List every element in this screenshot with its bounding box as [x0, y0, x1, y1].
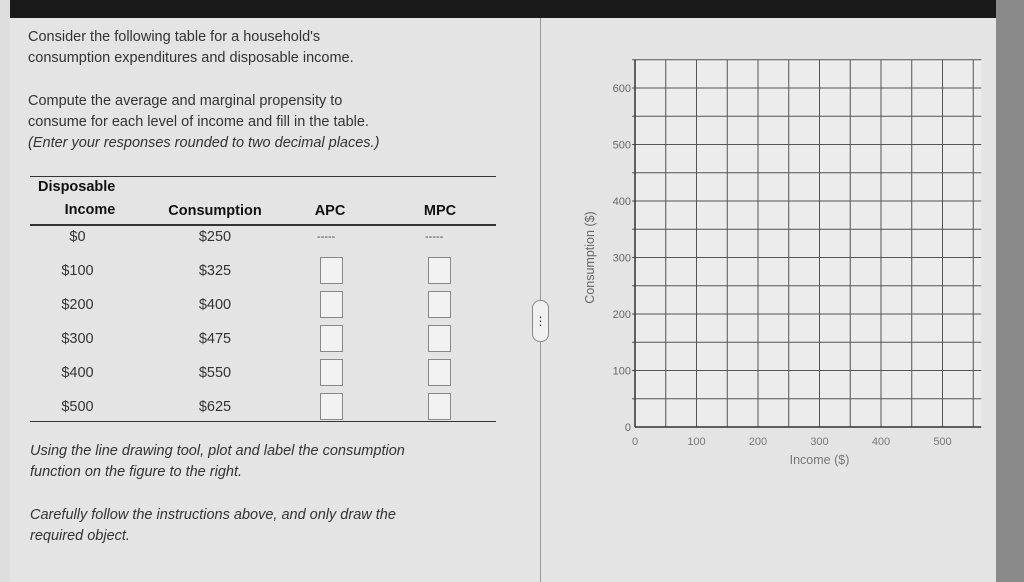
consumption-cell: $550 [198, 365, 232, 381]
mpc-input[interactable] [428, 325, 451, 352]
top-bar [10, 0, 1000, 18]
consumption-cell: $250 [198, 229, 232, 245]
mpc-input[interactable] [428, 393, 451, 420]
x-tick-label: 400 [872, 436, 890, 448]
divider-handle[interactable]: ⋮ [532, 300, 549, 342]
y-tick-label: 0 [625, 422, 631, 434]
income-cell: $400 [61, 365, 94, 381]
apc-input[interactable] [320, 291, 343, 318]
caution-line: required object. [30, 528, 130, 544]
consumption-cell: $400 [198, 297, 232, 313]
instruction-line: consume for each level of income and fil… [28, 114, 369, 130]
income-cell: $500 [61, 399, 94, 415]
rounding-note: (Enter your responses rounded to two dec… [28, 135, 380, 151]
intro-line: consumption expenditures and disposable … [28, 50, 354, 66]
x-tick-label: 200 [749, 436, 767, 448]
header-mpc: MPC [423, 203, 457, 219]
consumption-cell: $475 [198, 331, 232, 347]
apc-input[interactable] [320, 257, 343, 284]
header-income-line2: Income [64, 202, 116, 218]
mpc-input[interactable] [428, 291, 451, 318]
instructions-text: Compute the average and marginal propens… [28, 91, 379, 154]
plot-instructions: Using the line drawing tool, plot and la… [30, 441, 405, 483]
x-tick-label: 300 [810, 436, 828, 448]
caution-text: Carefully follow the instructions above,… [30, 505, 396, 547]
instruction-line: Compute the average and marginal propens… [28, 93, 343, 109]
x-tick-label: 100 [687, 436, 705, 448]
intro-text: Consider the following table for a house… [28, 27, 354, 69]
income-cell: $300 [61, 331, 94, 347]
header-rule [30, 224, 496, 226]
header-income-line1: Disposable [38, 179, 116, 195]
income-cell: $100 [61, 263, 94, 279]
screen-edge [996, 0, 1024, 582]
apc-placeholder: ----- [317, 231, 336, 243]
x-tick-label: 0 [632, 436, 638, 448]
header-consumption: Consumption [168, 203, 262, 219]
x-tick-label: 500 [933, 436, 951, 448]
x-axis-label: Income ($) [790, 453, 850, 467]
income-cell: $200 [61, 297, 94, 313]
y-tick-label: 400 [613, 196, 631, 208]
apc-input[interactable] [320, 359, 343, 386]
y-tick-label: 200 [613, 309, 631, 321]
plot-instruction-line: Using the line drawing tool, plot and la… [30, 443, 405, 459]
consumption-cell: $325 [198, 263, 232, 279]
table-bottom-rule [30, 421, 496, 422]
apc-input[interactable] [320, 325, 343, 352]
y-tick-label: 300 [613, 253, 631, 265]
caution-line: Carefully follow the instructions above,… [30, 507, 396, 523]
apc-input[interactable] [320, 393, 343, 420]
consumption-cell: $625 [198, 399, 232, 415]
mpc-input[interactable] [428, 257, 451, 284]
y-tick-label: 500 [613, 140, 631, 152]
y-axis-label: Consumption ($) [583, 211, 597, 303]
table-top-rule [30, 176, 496, 177]
mpc-placeholder: ----- [425, 231, 444, 243]
plot-instruction-line: function on the figure to the right. [30, 464, 242, 480]
y-tick-label: 600 [613, 83, 631, 95]
plot-area[interactable] [635, 59, 982, 427]
mpc-input[interactable] [428, 359, 451, 386]
intro-line: Consider the following table for a house… [28, 29, 321, 45]
y-tick-label: 100 [613, 366, 631, 378]
header-apc: APC [314, 203, 346, 219]
income-cell: $0 [69, 229, 86, 245]
